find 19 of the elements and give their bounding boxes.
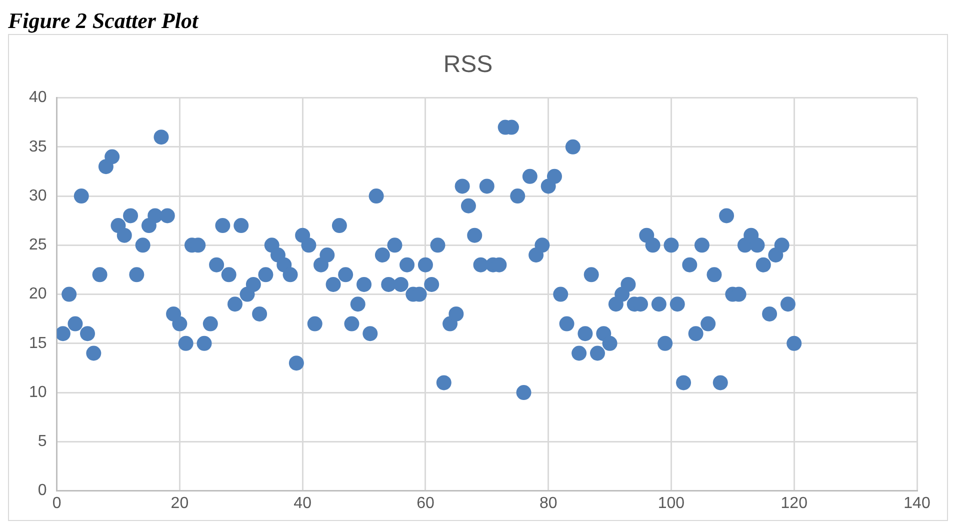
x-tick-label: 120 <box>780 494 808 512</box>
x-tick-label: 20 <box>170 494 189 512</box>
x-tick-label: 0 <box>52 494 62 512</box>
y-tick-label: 40 <box>29 89 47 106</box>
x-tick-label: 40 <box>294 494 312 512</box>
y-tick-label: 30 <box>29 187 47 204</box>
x-tick-label: 140 <box>904 494 930 512</box>
caption: Figure 2 Scatter Plot <box>8 8 200 34</box>
y-tick-label: 35 <box>29 138 47 156</box>
y-tick-label: 10 <box>29 384 47 401</box>
x-tick-label: 80 <box>539 494 558 512</box>
x-tick-label: 60 <box>416 494 434 512</box>
y-tick-label: 0 <box>38 482 47 500</box>
y-tick-label: 20 <box>29 286 47 303</box>
y-tick-label: 15 <box>29 334 47 352</box>
chart-title: RSS <box>443 51 493 78</box>
y-tick-label: 25 <box>29 236 47 254</box>
x-tick-label: 100 <box>658 494 685 512</box>
y-tick-label: 5 <box>38 433 47 450</box>
